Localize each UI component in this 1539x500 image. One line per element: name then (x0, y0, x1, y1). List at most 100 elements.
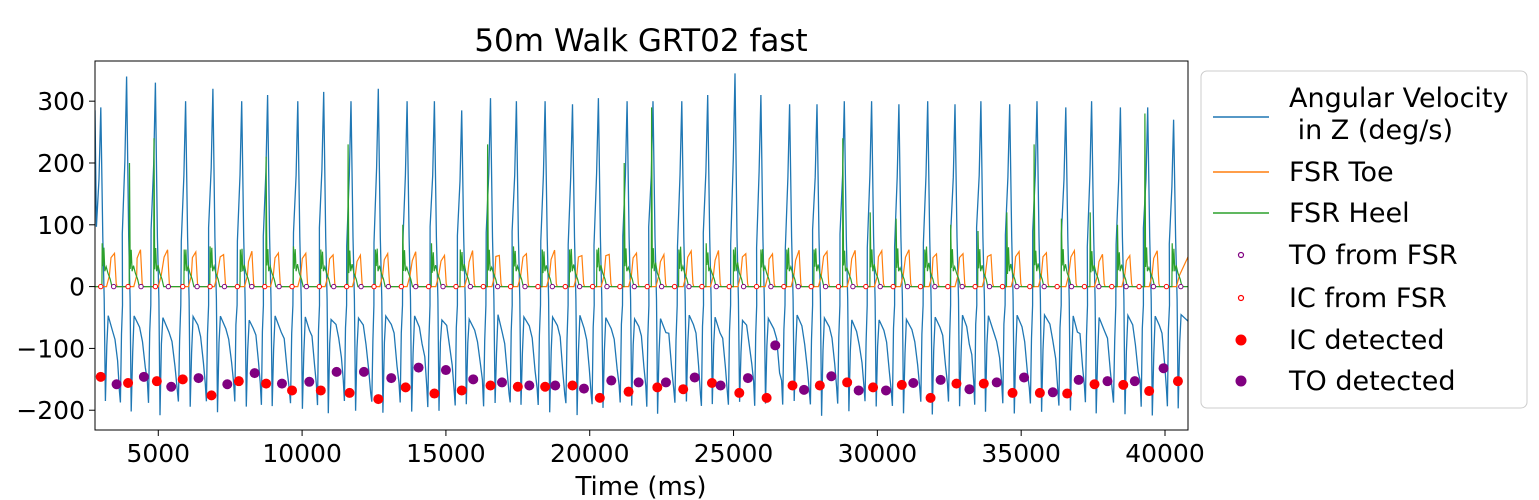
ic-from-fsr-marker (917, 283, 924, 290)
to-from-fsr-marker (413, 283, 419, 290)
legend-box (1200, 70, 1528, 409)
legend-label-to-detected: TO detected (1288, 366, 1455, 397)
ic-detected-point (344, 387, 355, 398)
to-from-fsr-marker (358, 283, 364, 290)
to-from-fsr-marker (604, 283, 610, 290)
plot-border (94, 60, 1189, 431)
to-detected-point (908, 378, 919, 389)
ic-from-fsr-marker (1163, 283, 1170, 290)
ic-detected-point (567, 380, 578, 391)
ic-detected-point (1118, 379, 1129, 390)
ic-detected-point (1034, 387, 1045, 398)
ic-from-fsr-marker (453, 283, 459, 290)
to-detected-point (742, 373, 753, 384)
to-from-fsr-marker (740, 283, 747, 290)
to-from-fsr-marker (658, 283, 665, 290)
to-detected-point (770, 340, 781, 351)
ic-from-fsr-marker (152, 283, 159, 290)
to-detected-point (606, 375, 617, 386)
to-detected-point (964, 384, 975, 395)
x-tick-label: 40000 (1125, 439, 1205, 468)
y-tick-label: 0 (69, 273, 85, 302)
to-detected-point (689, 372, 700, 383)
ic-detected-point (456, 385, 467, 396)
to-detected-point (660, 377, 671, 388)
legend-swatch-ic-detected (1235, 334, 1247, 346)
ic-from-fsr-marker (589, 283, 596, 290)
ic-from-fsr-marker (835, 283, 842, 290)
to-from-fsr-marker (467, 283, 474, 290)
x-tick-label: 30000 (838, 439, 918, 468)
to-from-fsr-marker (713, 283, 719, 290)
ic-detected-point (925, 392, 936, 403)
ic-detected-point (206, 390, 217, 401)
to-from-fsr-marker (110, 283, 117, 290)
ic-from-fsr-marker (425, 283, 432, 290)
ic-from-fsr-marker (316, 283, 323, 290)
fsr-heel-line (95, 107, 1188, 288)
ic-detected-point (261, 378, 272, 389)
x-axis: 5000 10000 15000 20000 25000 30000 35000 40000 (126, 430, 1205, 468)
to-from-fsr-marker (904, 283, 911, 290)
to-from-fsr-marker (549, 283, 556, 290)
angular-velocity-line (95, 73, 1188, 416)
to-from-fsr-marker (194, 283, 200, 290)
to-detected-point (138, 371, 149, 382)
to-detected-point (715, 380, 726, 391)
to-detected-point (1047, 387, 1058, 398)
ic-detected-point (400, 382, 411, 393)
to-detected-point (880, 385, 891, 396)
to-from-fsr-marker (1068, 283, 1075, 290)
ic-from-fsr-marker (480, 283, 487, 290)
to-from-fsr-marker (138, 283, 144, 290)
ic-detected-point (868, 382, 879, 393)
ic-from-fsr-marker (234, 283, 241, 290)
ic-detected-point (233, 376, 244, 387)
legend-label-angular-velocity: in Z (deg/s) (1289, 115, 1453, 146)
ic-detected-point (896, 379, 907, 390)
ic-detected-point (814, 380, 825, 391)
legend-label-ic-from-fsr: IC from FSR (1289, 283, 1447, 314)
to-detected-point (413, 362, 424, 373)
ic-from-fsr-marker (808, 283, 814, 290)
y-axis: −200 −100 0 100 200 300 (16, 87, 95, 425)
to-detected-point (1158, 363, 1169, 374)
legend-label-angular-velocity: Angular Velocity (1289, 83, 1509, 114)
ic-detected-point (540, 381, 551, 392)
to-from-fsr-marker (686, 283, 692, 290)
x-tick-label: 20000 (550, 439, 630, 468)
to-detected-point (1129, 376, 1140, 387)
ic-from-fsr-marker (1109, 283, 1115, 290)
to-from-fsr-marker (795, 283, 801, 290)
to-detected-point (193, 373, 204, 384)
to-from-fsr-marker (1014, 283, 1020, 290)
ic-detected-point (842, 377, 853, 388)
to-detected-point (935, 374, 946, 385)
ic-from-fsr-marker (1054, 283, 1060, 290)
ic-from-fsr-marker (398, 283, 405, 290)
plot-area (94, 60, 1189, 431)
to-detected-point (578, 383, 589, 394)
ic-from-fsr-marker (98, 283, 104, 290)
to-detected-point (358, 366, 369, 377)
ic-detected-point (706, 378, 717, 389)
to-from-fsr-marker (249, 283, 255, 290)
ic-detected-point (978, 378, 989, 389)
ic-from-fsr-marker (1027, 283, 1033, 290)
to-from-fsr-marker (303, 283, 310, 290)
x-tick-label: 25000 (694, 439, 774, 468)
to-detected-point (386, 373, 397, 384)
ic-from-fsr-marker (125, 283, 131, 290)
ic-detected-point (594, 392, 605, 403)
ic-from-fsr-marker (1081, 283, 1088, 290)
to-from-fsr-marker (1123, 283, 1129, 290)
ic-detected-point (95, 371, 106, 382)
to-from-fsr-marker (1041, 283, 1047, 290)
to-detected-point (799, 384, 810, 395)
to-from-fsr-marker (1150, 283, 1157, 290)
ic-detected-point (1062, 388, 1073, 399)
to-detected-point (826, 371, 837, 382)
x-axis-label: Time (ms) (574, 472, 706, 500)
legend-swatch-to-detected (1235, 375, 1247, 387)
